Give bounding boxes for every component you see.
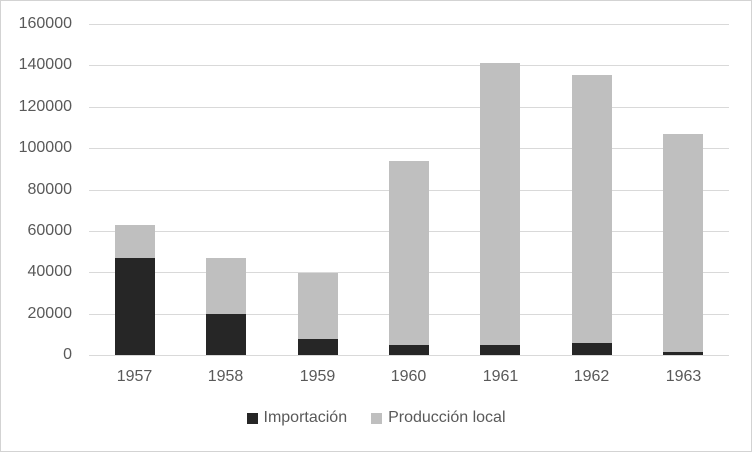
y-tick-label: 0 <box>63 346 72 363</box>
gridline <box>89 24 729 25</box>
bar-segment <box>480 344 520 355</box>
stacked-bar <box>663 134 703 355</box>
y-tick-label: 120000 <box>18 98 72 115</box>
bar-segment <box>206 313 246 355</box>
x-tick-label: 1958 <box>207 368 244 385</box>
gridline <box>89 107 729 108</box>
x-tick-label: 1963 <box>665 368 702 385</box>
y-tick-label: 20000 <box>27 305 73 322</box>
bar-segment <box>389 344 429 355</box>
legend-item: Importación <box>246 409 348 427</box>
bar-segment <box>480 63 520 345</box>
bar-segment <box>572 342 612 355</box>
legend-item: Producción local <box>371 409 506 427</box>
legend-label: Importación <box>263 409 348 426</box>
stacked-bar <box>298 273 338 355</box>
stacked-bar <box>389 161 429 355</box>
bar-segment <box>389 161 429 345</box>
bar-segment <box>298 339 338 355</box>
x-tick-label: 1961 <box>482 368 519 385</box>
bar-segment <box>298 273 338 340</box>
bar-segment <box>663 351 703 355</box>
x-tick-label: 1962 <box>573 368 610 385</box>
stacked-bar <box>572 75 612 355</box>
x-axis-line <box>89 355 729 356</box>
y-tick-label: 60000 <box>27 222 73 239</box>
bar-segment <box>663 134 703 352</box>
legend-label: Producción local <box>388 409 506 426</box>
gridline <box>89 65 729 66</box>
bar-segment <box>115 225 155 259</box>
gridline <box>89 148 729 149</box>
legend-swatch <box>371 412 383 424</box>
bar-segment <box>115 258 155 355</box>
y-tick-label: 80000 <box>27 181 73 198</box>
bar-segment <box>206 258 246 314</box>
y-tick-label: 40000 <box>27 263 73 280</box>
stacked-bar <box>206 258 246 355</box>
x-tick-label: 1960 <box>390 368 427 385</box>
y-tick-label: 140000 <box>18 56 72 73</box>
legend-swatch <box>246 412 258 424</box>
y-tick-label: 160000 <box>18 15 72 32</box>
y-tick-label: 100000 <box>18 139 72 156</box>
stacked-bar <box>115 225 155 355</box>
legend: Importación Producción local <box>1 409 751 427</box>
x-tick-label: 1959 <box>299 368 336 385</box>
x-tick-label: 1957 <box>116 368 153 385</box>
bar-segment <box>572 75 612 343</box>
stacked-bar <box>480 63 520 355</box>
